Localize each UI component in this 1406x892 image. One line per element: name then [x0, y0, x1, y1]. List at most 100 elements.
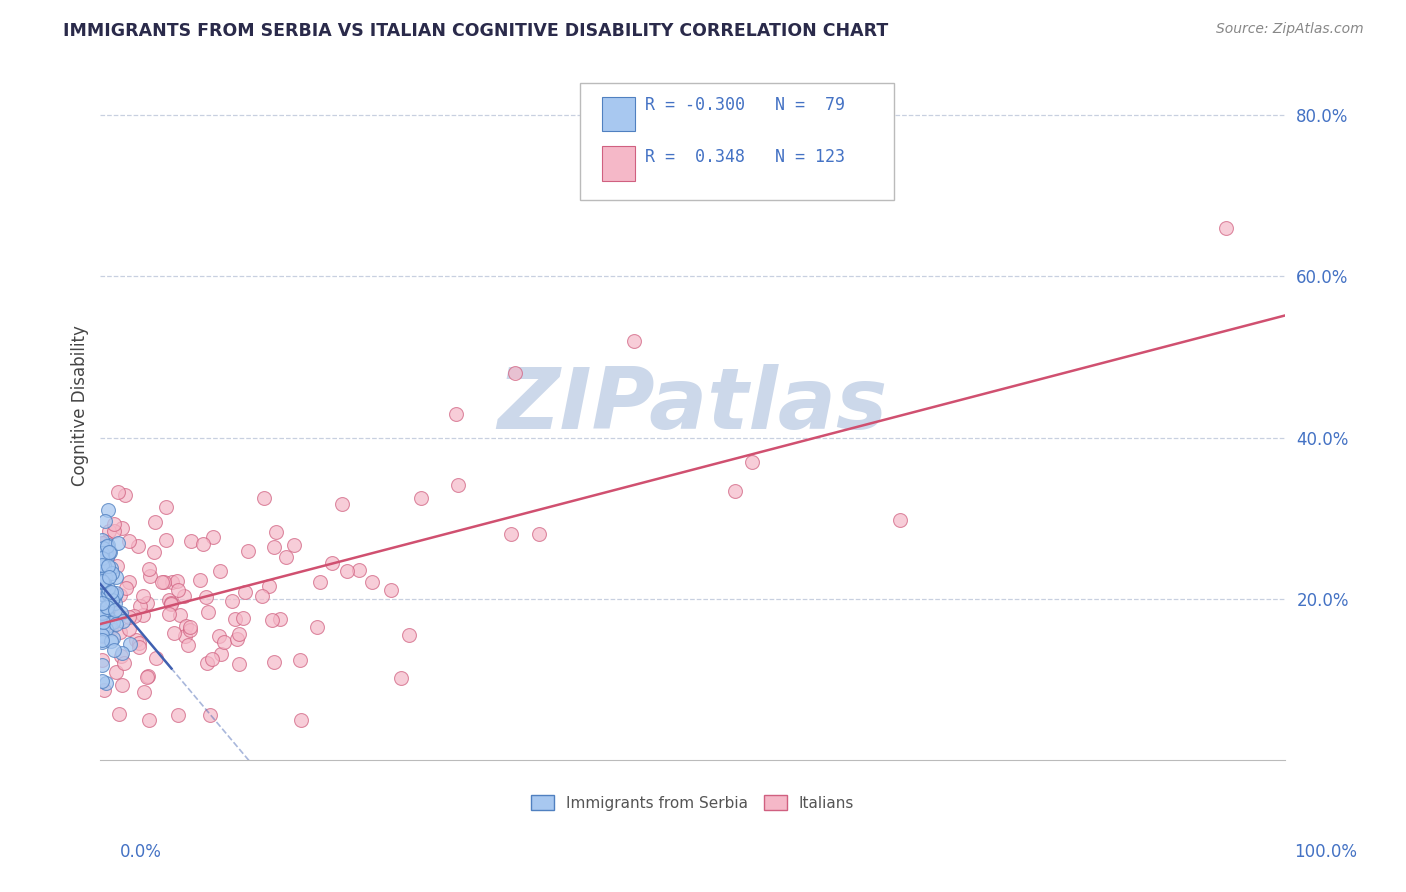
Point — [266, 525, 288, 540]
Point — [143, 515, 166, 529]
Point — [100, 561, 122, 575]
Point — [91, 575, 114, 590]
Point — [150, 575, 173, 590]
Point — [127, 539, 149, 553]
Point — [623, 334, 645, 348]
Legend: Immigrants from Serbia, Italians: Immigrants from Serbia, Italians — [526, 789, 860, 816]
Text: IMMIGRANTS FROM SERBIA VS ITALIAN COGNITIVE DISABILITY CORRELATION CHART: IMMIGRANTS FROM SERBIA VS ITALIAN COGNIT… — [63, 22, 889, 40]
Text: Source: ZipAtlas.com: Source: ZipAtlas.com — [1216, 22, 1364, 37]
Point — [104, 596, 127, 610]
Point — [90, 574, 112, 589]
Point — [169, 608, 191, 623]
Point — [159, 598, 181, 612]
Point — [90, 673, 112, 688]
Point — [94, 560, 117, 574]
Point — [90, 567, 112, 582]
Point — [201, 530, 224, 544]
Point — [305, 620, 328, 634]
Point — [129, 599, 152, 614]
Point — [90, 652, 112, 666]
Point — [97, 503, 120, 517]
Point — [100, 593, 122, 607]
Point — [104, 616, 127, 631]
Point — [107, 558, 129, 573]
Point — [209, 565, 232, 579]
Point — [103, 607, 125, 621]
Point — [110, 625, 132, 640]
Point — [97, 548, 120, 562]
Point — [93, 514, 115, 528]
Point — [499, 526, 522, 541]
Point — [96, 599, 118, 614]
Point — [198, 708, 221, 723]
Point — [90, 629, 112, 643]
Point — [349, 564, 371, 578]
Point — [447, 478, 470, 492]
Point — [90, 551, 112, 566]
Point — [191, 537, 214, 551]
Point — [177, 638, 200, 652]
Point — [114, 488, 136, 502]
Point — [90, 574, 112, 589]
Point — [233, 585, 256, 599]
Point — [263, 655, 285, 669]
Point — [96, 549, 118, 564]
Point — [174, 618, 197, 632]
Point — [290, 713, 312, 727]
Point — [155, 500, 177, 515]
Point — [96, 568, 118, 582]
Point — [97, 581, 120, 595]
Point — [104, 603, 127, 617]
Point — [94, 570, 117, 584]
Point — [111, 678, 134, 692]
Point — [97, 586, 120, 600]
Point — [101, 591, 124, 605]
Point — [309, 574, 332, 589]
Point — [201, 652, 224, 666]
Point — [321, 556, 343, 570]
Point — [360, 574, 382, 589]
Point — [91, 633, 114, 648]
Point — [90, 628, 112, 642]
Point — [91, 549, 114, 564]
Point — [135, 670, 157, 684]
Point — [100, 593, 122, 607]
Point — [212, 634, 235, 648]
Point — [274, 550, 297, 565]
Point — [103, 588, 125, 602]
Point — [138, 669, 160, 683]
Point — [155, 533, 177, 547]
Point — [103, 615, 125, 630]
Point — [90, 567, 112, 582]
Point — [269, 612, 291, 626]
FancyBboxPatch shape — [581, 83, 894, 200]
Point — [100, 633, 122, 648]
Text: 100.0%: 100.0% — [1294, 843, 1357, 861]
Point — [101, 631, 124, 645]
Point — [97, 558, 120, 573]
Point — [90, 606, 112, 620]
Point — [157, 593, 180, 607]
Point — [409, 491, 432, 505]
Point — [104, 570, 127, 584]
Point — [228, 626, 250, 640]
Point — [90, 558, 112, 572]
Point — [94, 545, 117, 559]
Point — [124, 608, 146, 623]
Point — [96, 590, 118, 604]
Text: R = -0.300   N =  79: R = -0.300 N = 79 — [645, 96, 845, 114]
Point — [283, 538, 305, 552]
Point — [112, 657, 135, 671]
Point — [197, 657, 219, 671]
Point — [93, 682, 115, 697]
Point — [167, 582, 190, 597]
Point — [103, 524, 125, 538]
Point — [96, 539, 118, 553]
Point — [93, 558, 115, 573]
Point — [100, 588, 122, 602]
FancyBboxPatch shape — [602, 146, 634, 180]
Point — [226, 632, 249, 646]
Point — [115, 581, 138, 595]
Point — [257, 578, 280, 592]
Point — [250, 590, 273, 604]
